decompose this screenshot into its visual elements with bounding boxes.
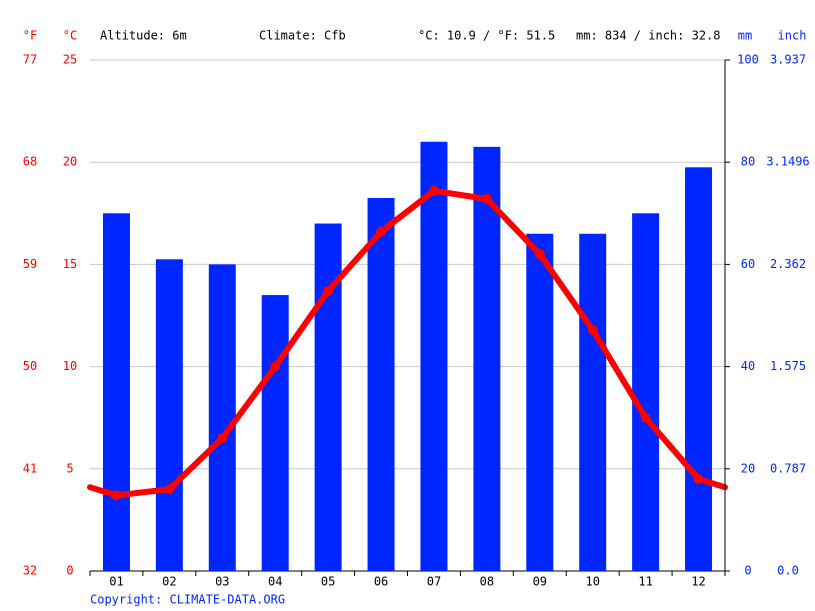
climate: Climate: Cfb — [259, 29, 346, 43]
inch-tick-label: 2.362 — [770, 257, 806, 271]
x-tick-label: 12 — [691, 575, 705, 589]
x-tick-label: 01 — [109, 575, 123, 589]
mm-tick-label: 80 — [741, 155, 755, 169]
temperature-point — [640, 412, 651, 423]
f-tick-label: 68 — [23, 155, 37, 169]
temperature-point — [428, 185, 439, 196]
temperature-point — [587, 324, 598, 335]
precipitation-bar — [102, 213, 130, 572]
f-tick-label: 59 — [23, 257, 37, 271]
temperature-line — [116, 187, 701, 499]
x-tick-label: 07 — [427, 575, 441, 589]
temperature-point — [376, 226, 387, 237]
f-unit: °F — [23, 29, 37, 43]
inch-tick-label: 0.787 — [770, 461, 806, 475]
mm-tick-label: 60 — [741, 257, 755, 271]
precipitation-bar — [473, 146, 501, 571]
x-tick-label: 05 — [321, 575, 335, 589]
precipitation-bar — [261, 295, 289, 571]
precipitation-bar — [314, 223, 342, 571]
mm-tick-label: 40 — [741, 359, 755, 373]
temperature-point — [323, 285, 334, 296]
f-tick-label: 32 — [23, 564, 37, 578]
inch-tick-label: 0.0 — [777, 564, 799, 578]
precipitation-bar — [367, 197, 395, 571]
altitude: Altitude: 6m — [100, 29, 187, 43]
precipitation-bar — [526, 233, 554, 572]
f-tick-label: 77 — [23, 53, 37, 67]
x-tick-label: 04 — [268, 575, 282, 589]
c-tick-label: 0 — [66, 564, 73, 578]
precipitation-bar — [155, 259, 183, 571]
c-tick-label: 15 — [63, 257, 77, 271]
precipitation-bar — [420, 141, 448, 571]
temperature-point — [534, 249, 545, 260]
copyright: Copyright: CLIMATE-DATA.ORG — [90, 593, 285, 607]
mm-unit: mm — [738, 29, 752, 43]
precipitation-bar — [579, 233, 607, 572]
inch-unit: inch — [778, 29, 807, 43]
x-tick-label: 06 — [374, 575, 388, 589]
mm-tick-label: 0 — [744, 564, 751, 578]
x-tick-label: 03 — [215, 575, 229, 589]
c-tick-label: 10 — [63, 359, 77, 373]
x-tick-label: 11 — [638, 575, 652, 589]
x-tick-label: 08 — [480, 575, 494, 589]
inch-tick-label: 3.937 — [770, 53, 806, 67]
c-tick-label: 5 — [66, 461, 73, 475]
inch-tick-label: 1.575 — [770, 359, 806, 373]
mm-tick-label: 100 — [737, 53, 759, 67]
x-tick-label: 02 — [162, 575, 176, 589]
temperature-point — [111, 490, 122, 501]
temperature-point — [481, 193, 492, 204]
x-tick-label: 09 — [533, 575, 547, 589]
precipitation-bar — [685, 167, 713, 571]
c-tick-label: 20 — [63, 155, 77, 169]
precipitation-bar — [208, 264, 236, 571]
temperature-point — [270, 361, 281, 372]
temperature-point — [217, 433, 228, 444]
f-tick-label: 41 — [23, 461, 37, 475]
temperature-point — [693, 474, 704, 485]
temperature-summary: °C: 10.9 / °F: 51.5 — [418, 29, 555, 43]
c-unit: °C — [63, 29, 77, 43]
precipitation-bar — [632, 213, 660, 572]
f-tick-label: 50 — [23, 359, 37, 373]
inch-tick-label: 3.1496 — [766, 155, 809, 169]
c-tick-label: 25 — [63, 53, 77, 67]
precipitation-summary: mm: 834 / inch: 32.8 — [576, 29, 721, 43]
mm-tick-label: 20 — [741, 461, 755, 475]
x-tick-label: 10 — [585, 575, 599, 589]
temperature-point — [164, 484, 175, 495]
